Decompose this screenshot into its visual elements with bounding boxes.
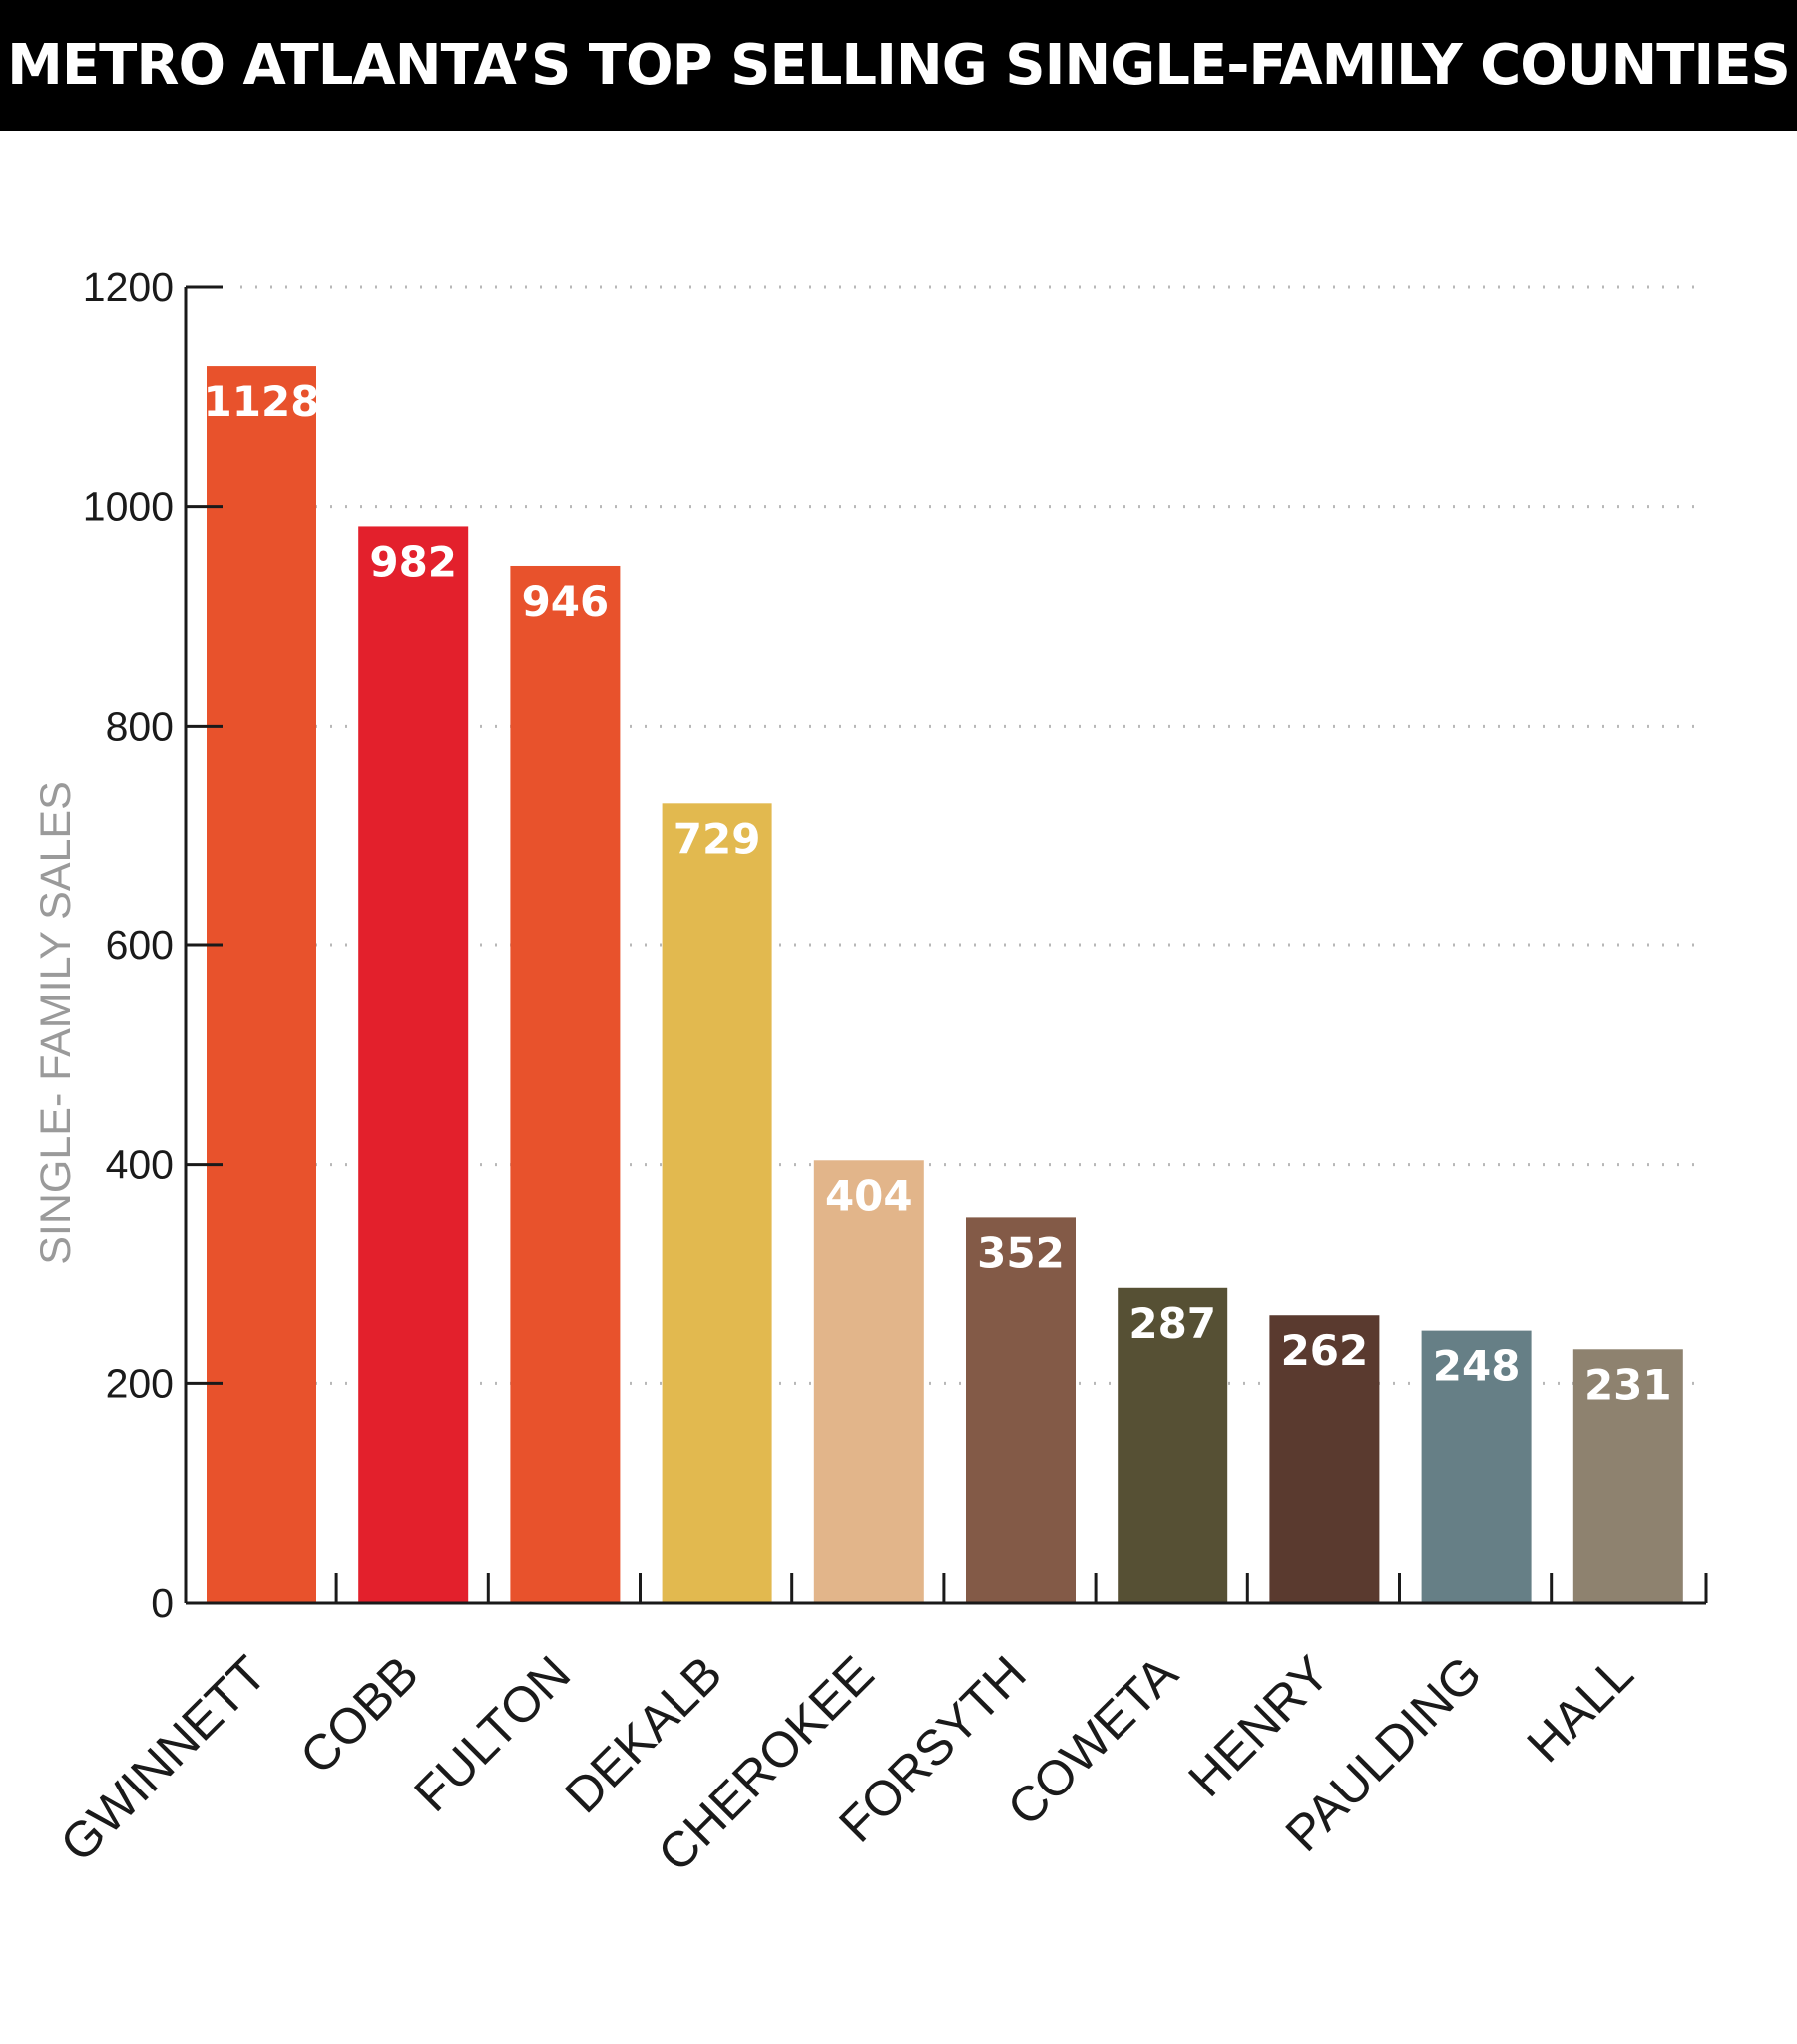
value-label-paulding: 248 [1433,1342,1521,1391]
category-label-cobb: COBB [289,1645,429,1785]
value-label-forsyth: 352 [977,1228,1065,1277]
value-label-cherokee: 404 [825,1171,913,1220]
bar-cherokee [813,1160,924,1603]
category-label-coweta: COWETA [997,1645,1189,1837]
value-label-cobb: 982 [369,537,457,586]
value-label-gwinnett: 1128 [204,377,320,426]
category-label-hall: HALL [1517,1645,1644,1773]
title-bar: METRO ATLANTA’S TOP SELLING SINGLE-FAMIL… [0,0,1797,131]
y-tick-label: 600 [106,922,174,968]
bar-forsyth [966,1217,1076,1603]
value-label-coweta: 287 [1128,1299,1216,1348]
bar-coweta [1118,1287,1228,1603]
value-label-fulton: 946 [522,577,610,626]
bars [207,366,1683,1604]
y-tick-label: 0 [151,1580,174,1626]
y-tick-label: 1000 [83,484,174,530]
y-ticks: 0 200 400 600 800 1000 1200 [83,264,223,1626]
value-labels: 1128 982 946 729 404 352 287 262 248 231 [204,377,1672,1409]
bar-henry [1269,1315,1380,1603]
category-label-fulton: FULTON [403,1645,581,1822]
x-ticks [334,1573,1708,1603]
bar-fulton [510,565,621,1603]
bar-gwinnett [207,366,316,1604]
value-label-hall: 231 [1584,1360,1672,1409]
y-tick-label: 200 [106,1360,174,1406]
y-tick-label: 800 [106,703,174,749]
bar-hall [1572,1349,1683,1603]
y-axis-label: SINGLE- FAMILY SALES [32,781,80,1265]
y-tick-label: 400 [106,1142,174,1188]
bar-paulding [1421,1330,1532,1603]
y-tick-label: 1200 [83,264,174,310]
chart-title: METRO ATLANTA’S TOP SELLING SINGLE-FAMIL… [7,33,1791,98]
category-labels: GWINNETT COBBFULTONDEKALBCHEROKEEFORSYTHC… [50,1645,1644,1882]
value-label-henry: 262 [1281,1326,1369,1375]
category-label-gwinnett: GWINNETT [50,1645,277,1872]
value-label-dekalb: 729 [674,814,761,863]
bar-cobb [358,526,469,1603]
bar-dekalb [662,803,772,1603]
